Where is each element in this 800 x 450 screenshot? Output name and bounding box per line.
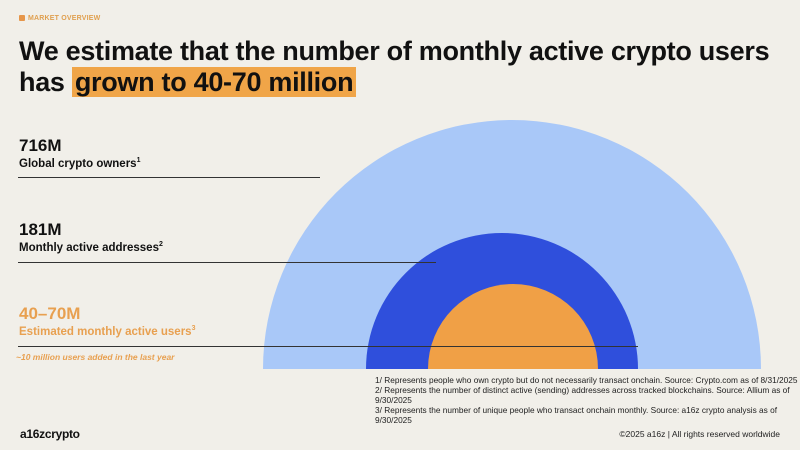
- users-value: 40–70M: [19, 304, 81, 323]
- owners-label: Global crypto owners1: [19, 157, 140, 170]
- title-line1: We estimate that the number of monthly a…: [19, 36, 770, 66]
- copyright: ©2025 a16z | All rights reserved worldwi…: [619, 429, 780, 439]
- footnotes: 1/ Represents people who own crypto but …: [375, 375, 800, 425]
- owners-value: 716M: [19, 136, 62, 155]
- users-line: [18, 346, 638, 347]
- square-icon: [19, 15, 25, 21]
- addresses-note: 2: [158, 241, 163, 248]
- logo: a16zcrypto: [20, 427, 80, 441]
- users-label-text: Estimated monthly active users: [19, 325, 192, 338]
- addresses-line: [18, 262, 436, 263]
- page-title: We estimate that the number of monthly a…: [19, 36, 770, 98]
- users-semicircle: [428, 284, 598, 369]
- owners-label-text: Global crypto owners: [19, 157, 137, 170]
- addresses-label: Monthly active addresses2: [19, 241, 163, 254]
- addresses-label-text: Monthly active addresses: [19, 241, 159, 254]
- users-note: 3: [191, 325, 196, 332]
- owners-line: [18, 177, 320, 178]
- section-tag: MARKET OVERVIEW: [19, 15, 101, 22]
- users-label: Estimated monthly active users3: [19, 325, 195, 338]
- owners-note: 1: [136, 157, 141, 164]
- footnote-1: 1/ Represents people who own crypto but …: [375, 375, 798, 385]
- footnote-3: 3/ Represents the number of unique peopl…: [375, 405, 778, 425]
- footnote-2: 2/ Represents the number of distinct act…: [375, 385, 790, 405]
- title-prefix: has: [19, 67, 72, 97]
- users-growth-note: ~10 million users added in the last year: [16, 352, 175, 362]
- title-highlight: grown to 40-70 million: [71, 67, 357, 97]
- section-tag-text: MARKET OVERVIEW: [28, 15, 101, 22]
- addresses-value: 181M: [19, 220, 62, 239]
